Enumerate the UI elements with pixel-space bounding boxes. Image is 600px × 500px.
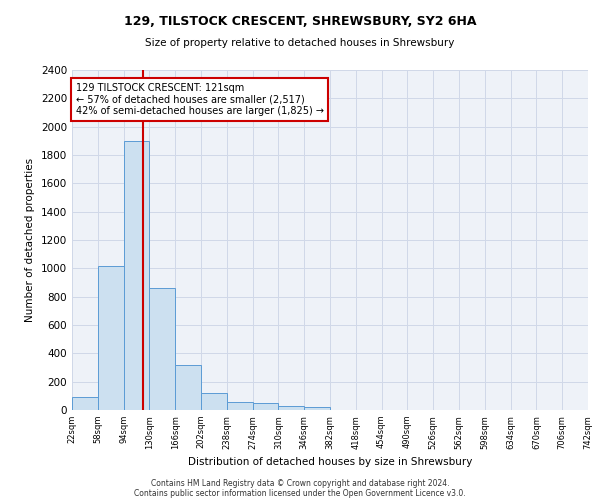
Text: Contains public sector information licensed under the Open Government Licence v3: Contains public sector information licen… (134, 488, 466, 498)
Text: Contains HM Land Registry data © Crown copyright and database right 2024.: Contains HM Land Registry data © Crown c… (151, 478, 449, 488)
Bar (253, 403, 278, 410)
Bar (201, 393, 227, 410)
Text: Size of property relative to detached houses in Shrewsbury: Size of property relative to detached ho… (145, 38, 455, 48)
Bar (98, 266, 124, 410)
Bar (304, 407, 330, 410)
Bar (278, 406, 304, 410)
Text: 129, TILSTOCK CRESCENT, SHREWSBURY, SY2 6HA: 129, TILSTOCK CRESCENT, SHREWSBURY, SY2 … (124, 15, 476, 28)
Y-axis label: Number of detached properties: Number of detached properties (25, 158, 35, 322)
Bar (72, 397, 98, 410)
Bar (227, 402, 253, 410)
Bar (175, 366, 201, 410)
Text: 129 TILSTOCK CRESCENT: 121sqm
← 57% of detached houses are smaller (2,517)
42% o: 129 TILSTOCK CRESCENT: 121sqm ← 57% of d… (76, 82, 323, 116)
X-axis label: Distribution of detached houses by size in Shrewsbury: Distribution of detached houses by size … (188, 457, 472, 467)
Bar (124, 141, 149, 410)
Bar (149, 288, 175, 410)
